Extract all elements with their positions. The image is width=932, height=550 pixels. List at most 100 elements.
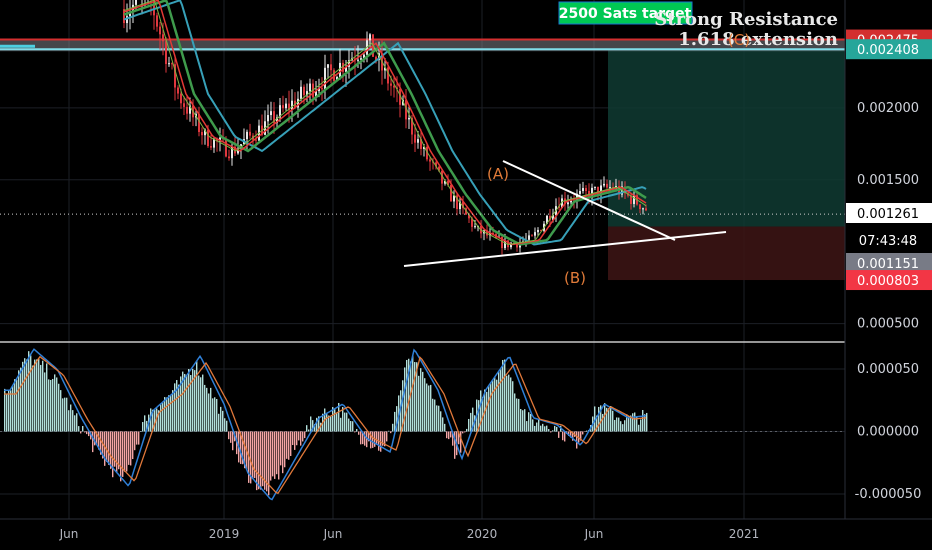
candle-body [330, 64, 332, 71]
osc-bar [344, 412, 346, 432]
osc-bar [214, 397, 216, 432]
osc-bar [500, 368, 502, 432]
candle-body [435, 162, 437, 167]
candle-body [501, 236, 503, 249]
osc-bar [298, 431, 300, 441]
osc-bar [112, 431, 114, 478]
osc-bar [178, 384, 180, 432]
osc-bar [618, 417, 620, 432]
ma-vfast-line [123, 0, 647, 246]
osc-bar [258, 431, 260, 490]
osc-bar [466, 428, 468, 432]
candle-body [459, 201, 461, 210]
candle-body [630, 195, 632, 204]
osc-bar [120, 431, 122, 482]
osc-bar [282, 431, 284, 474]
osc-bar [604, 403, 606, 432]
osc-bar [646, 412, 648, 432]
osc-bar [358, 431, 360, 435]
candle-body [534, 232, 536, 236]
candle-body [540, 229, 542, 231]
osc-bar [312, 420, 314, 432]
candle-body [561, 198, 563, 209]
osc-bar [212, 398, 214, 432]
candle-body [456, 195, 458, 210]
osc-bar [20, 367, 22, 432]
osc-bar [598, 406, 600, 432]
candle-body [639, 204, 641, 210]
wave-c-label: (C) [728, 31, 750, 49]
osc-bar [464, 431, 466, 433]
osc-bar [38, 358, 40, 432]
osc-bar [536, 422, 538, 432]
osc-bar [94, 431, 96, 446]
candle-body [462, 201, 464, 209]
osc-bar [106, 431, 108, 462]
candle-body [318, 88, 320, 92]
osc-bar [26, 359, 28, 432]
osc-y-tick-label: 0.000000 [857, 425, 919, 440]
y-tick-label: 0.002000 [857, 101, 919, 116]
osc-bar [514, 393, 516, 432]
x-tick-label: 2020 [467, 527, 498, 541]
osc-bar [556, 426, 558, 432]
osc-bar [472, 407, 474, 432]
target-label-box [558, 1, 693, 25]
osc-bar [516, 398, 518, 432]
osc-bar [348, 418, 350, 432]
osc-bar [580, 431, 582, 441]
candle-body [174, 64, 176, 88]
candle-body [276, 117, 278, 123]
osc-bar [124, 431, 126, 472]
osc-y-tick-label: -0.000050 [855, 487, 922, 502]
osc-bar [620, 421, 622, 432]
osc-bar [158, 410, 160, 432]
candle-body [363, 54, 365, 59]
osc-bar [242, 431, 244, 465]
osc-bar [30, 355, 32, 432]
candle-body [231, 146, 233, 159]
osc-bar [496, 379, 498, 432]
x-tick-label: 2021 [729, 527, 760, 541]
candle-body [528, 235, 530, 240]
osc-bar [634, 412, 636, 432]
candle-body [384, 67, 386, 71]
candle-body [399, 88, 401, 105]
osc-bar [70, 404, 72, 432]
osc-bar [72, 410, 74, 432]
candle-body [642, 208, 644, 210]
osc-bar [96, 431, 98, 445]
osc-bar [532, 419, 534, 432]
osc-bar [272, 431, 274, 477]
candle-body [306, 91, 308, 96]
osc-bar [82, 425, 84, 432]
osc-bar [328, 415, 330, 432]
candle-body [396, 87, 398, 89]
osc-bar [104, 431, 106, 466]
candle-body [339, 62, 341, 78]
osc-bar [392, 423, 394, 432]
osc-bar [56, 377, 58, 432]
wave-a-label: (A) [487, 165, 509, 183]
osc-bar [470, 412, 472, 432]
candle-body [219, 137, 221, 142]
price-tag-label: 0.001261 [857, 207, 919, 222]
osc-bar [342, 407, 344, 432]
osc-bar [644, 414, 646, 432]
osc-bar [310, 416, 312, 432]
osc-bar [186, 374, 188, 432]
osc-bar [368, 431, 370, 442]
candle-body [579, 191, 581, 194]
osc-bar [4, 388, 6, 432]
osc-bar [350, 421, 352, 432]
osc-bar [498, 371, 500, 432]
osc-bar [346, 412, 348, 432]
osc-bar [332, 407, 334, 432]
osc-bar [14, 379, 16, 432]
osc-bar [330, 416, 332, 432]
stop-zone [608, 226, 845, 281]
osc-bar [32, 365, 34, 432]
osc-bar [452, 431, 454, 446]
osc-bar [66, 397, 68, 432]
